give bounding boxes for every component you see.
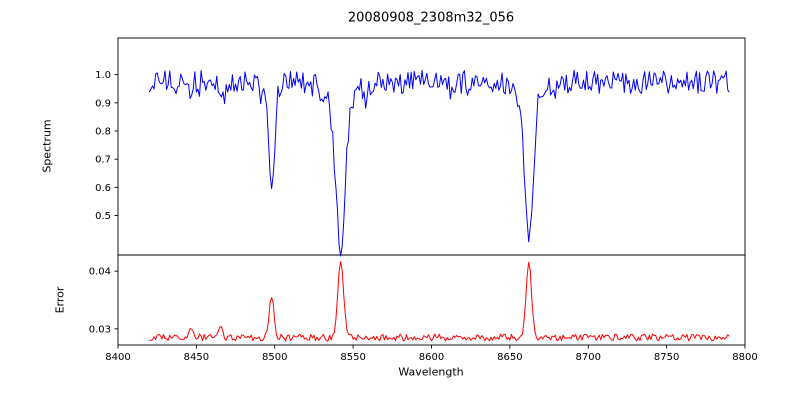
chart-title: 20080908_2308m32_056 xyxy=(347,10,515,26)
x-tick-label: 8650 xyxy=(497,352,522,363)
error-y-axis-label: Error xyxy=(53,286,67,314)
spectrum-y-tick-label: 0.6 xyxy=(95,183,111,194)
spectrum-y-tick-label: 0.9 xyxy=(95,98,111,109)
x-tick-label: 8550 xyxy=(340,352,365,363)
spectrum-y-tick-label: 0.5 xyxy=(95,211,111,222)
spectrum-y-tick-label: 0.8 xyxy=(95,127,111,138)
error-line xyxy=(149,261,730,342)
spectrum-y-tick-label: 1.0 xyxy=(95,70,111,81)
x-tick-label: 8500 xyxy=(262,352,287,363)
x-tick-label: 8700 xyxy=(576,352,601,363)
spectrum-y-tick-label: 0.7 xyxy=(95,155,111,166)
x-tick-label: 8800 xyxy=(732,352,757,363)
spectrum-line xyxy=(148,69,730,257)
spectrum-axes xyxy=(117,37,746,256)
x-tick-label: 8600 xyxy=(419,352,444,363)
x-tick-label: 8750 xyxy=(654,352,679,363)
error-axes xyxy=(117,254,746,346)
error-y-tick-label: 0.03 xyxy=(89,324,111,335)
error-y-tick-label: 0.04 xyxy=(89,267,111,278)
x-tick-label: 8400 xyxy=(105,352,130,363)
x-axis-label: Wavelength xyxy=(398,365,464,379)
spectrum-y-axis-label: Spectrum xyxy=(40,119,54,173)
x-tick-label: 8450 xyxy=(184,352,209,363)
